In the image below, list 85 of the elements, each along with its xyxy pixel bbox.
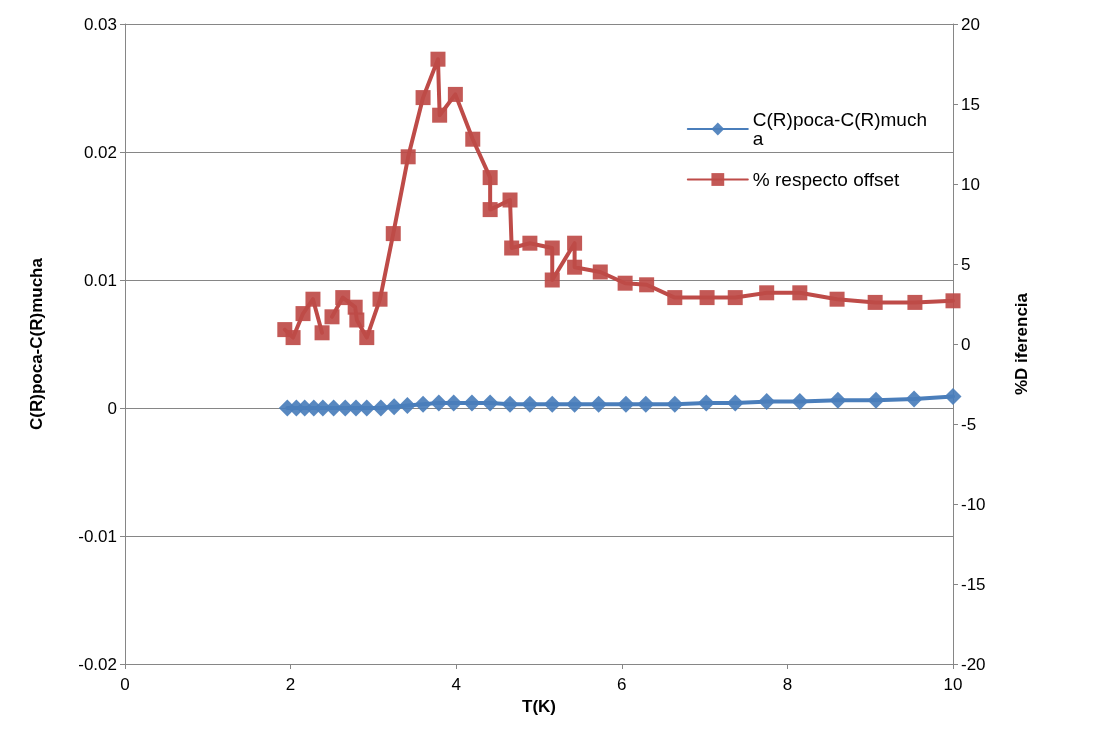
y2-tick-label: 5	[961, 254, 971, 274]
point	[504, 240, 520, 256]
point	[385, 226, 401, 242]
point	[295, 306, 311, 322]
point	[637, 395, 655, 413]
point	[567, 259, 583, 275]
point	[667, 290, 683, 306]
point	[590, 395, 608, 413]
point	[867, 391, 885, 409]
y-tick-label: -0.01	[78, 526, 117, 546]
point	[592, 264, 608, 280]
point	[414, 395, 432, 413]
y2-tick-label: 15	[961, 94, 980, 114]
point	[792, 285, 808, 301]
y-tick-label: 0.03	[83, 14, 117, 34]
x-tick-label: 10	[943, 675, 963, 694]
point	[639, 277, 655, 293]
y2-tick-label: -5	[961, 414, 977, 434]
y-tick-label: -0.02	[78, 654, 117, 674]
point	[867, 294, 883, 310]
point	[905, 390, 923, 408]
x-axis-title: T(K)	[522, 696, 556, 716]
point	[501, 395, 519, 413]
point	[907, 294, 923, 310]
point	[415, 90, 431, 106]
point	[335, 290, 351, 306]
point	[385, 398, 403, 416]
legend-label: C(R)poca-C(R)mucha	[752, 109, 928, 149]
point	[359, 330, 375, 346]
y2-tick-label: -20	[961, 654, 986, 674]
x-tick-label: 6	[617, 675, 627, 694]
point	[521, 395, 539, 413]
point	[502, 192, 518, 208]
point	[544, 272, 560, 288]
point	[463, 394, 481, 412]
x-tick-label: 4	[451, 675, 461, 694]
point	[567, 235, 583, 251]
point	[791, 393, 809, 411]
point	[666, 395, 684, 413]
point	[447, 86, 463, 102]
y-axis-title: C(R)poca-C(R)mucha	[27, 257, 46, 430]
point	[372, 291, 388, 307]
point	[522, 235, 538, 251]
x-tick-label: 0	[120, 675, 130, 694]
point	[617, 395, 635, 413]
point	[432, 107, 448, 123]
point	[829, 291, 845, 307]
y2-tick-label: -10	[961, 494, 986, 514]
point	[482, 202, 498, 218]
point	[544, 240, 560, 256]
point	[349, 312, 365, 328]
point	[543, 395, 561, 413]
y-tick-label: 0.01	[83, 270, 117, 290]
point	[759, 285, 775, 301]
point	[305, 291, 321, 307]
point	[697, 394, 715, 412]
point	[398, 396, 416, 414]
y2-axis-title: %D iferencia	[1012, 292, 1031, 396]
point	[372, 399, 390, 417]
point	[465, 131, 481, 147]
y2-tick-label: 20	[961, 14, 980, 34]
legend-label: % respecto offset	[752, 169, 900, 190]
point	[314, 325, 330, 341]
point	[758, 393, 776, 411]
point	[699, 290, 715, 306]
point	[945, 293, 961, 309]
point	[285, 330, 301, 346]
point	[430, 394, 448, 412]
y-tick-label: 0.02	[83, 142, 117, 162]
point	[617, 275, 633, 291]
point	[400, 149, 416, 165]
point	[944, 387, 962, 405]
point	[430, 51, 446, 67]
point	[324, 309, 340, 325]
point	[481, 394, 499, 412]
point	[566, 395, 584, 413]
y-tick-label: 0	[107, 398, 117, 418]
y2-tick-label: -15	[961, 574, 986, 594]
y2-tick-label: 10	[961, 174, 980, 194]
point	[829, 391, 847, 409]
point	[727, 290, 743, 306]
point	[482, 170, 498, 186]
y2-tick-label: 0	[961, 334, 971, 354]
x-tick-label: 8	[782, 675, 793, 694]
x-tick-label: 2	[285, 675, 296, 694]
